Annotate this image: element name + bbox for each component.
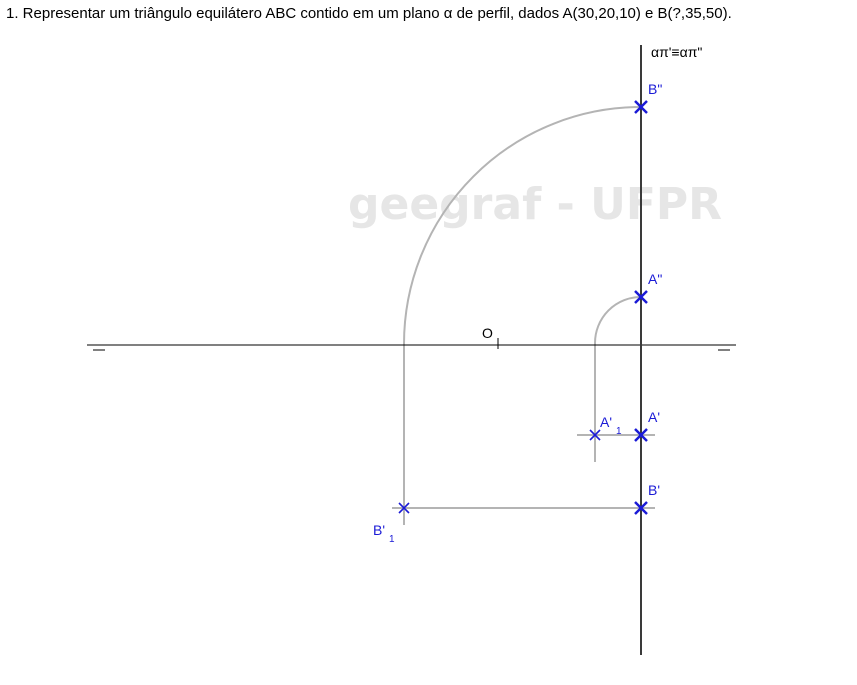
label-a-horizontal: A' — [648, 409, 660, 425]
construction-lines — [392, 106, 655, 525]
label-a1-subscript: 1 — [616, 426, 622, 437]
point-b-vertical — [634, 100, 648, 114]
problem-statement: 1. Representar um triângulo equilátero A… — [6, 5, 732, 22]
rebatimento-arc-a — [594, 296, 642, 344]
point-a1 — [589, 429, 601, 441]
point-a-vertical — [634, 290, 648, 304]
label-a1: A' — [600, 414, 612, 430]
label-b1-subscript: 1 — [389, 534, 395, 545]
point-b-horizontal — [634, 501, 648, 515]
plane-traces-label: απ'≡απ" — [651, 44, 702, 60]
label-b-vertical: B" — [648, 81, 662, 97]
points — [634, 100, 648, 515]
rebatimento-arc-b — [403, 106, 642, 345]
label-a-vertical: A" — [648, 271, 662, 287]
label-b1: B' — [373, 522, 385, 538]
watermark: geegraf - UFPR — [348, 179, 722, 230]
origin-label: O — [482, 325, 493, 341]
point-a-horizontal — [634, 428, 648, 442]
label-b-horizontal: B' — [648, 482, 660, 498]
point-b1 — [398, 502, 410, 514]
ground-line — [87, 338, 736, 351]
rebated-points — [398, 429, 601, 514]
